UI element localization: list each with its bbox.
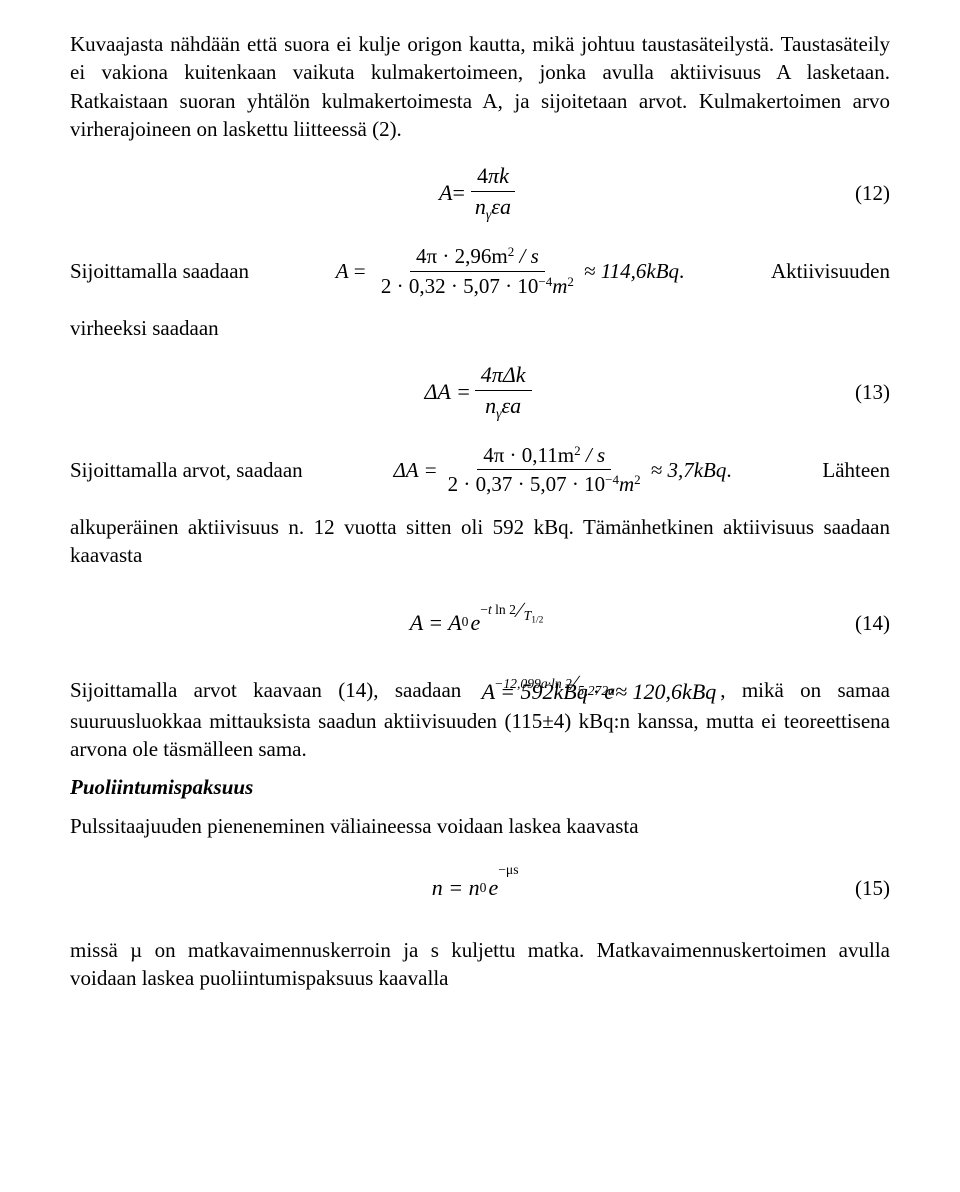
eqL3-exp-bot: 5,272a: [578, 684, 615, 698]
para4a: Sijoittamalla arvot kaavaan (14), saadaa…: [70, 678, 478, 702]
paragraph-intro: Kuvaajasta nähdään että suora ei kulje o…: [70, 30, 890, 143]
eqL3-exp-top: −12,099a·ln 2: [494, 677, 572, 691]
eq14-exp-ln2: ln 2: [492, 602, 516, 617]
lead1-left: Sijoittamalla saadaan: [70, 257, 279, 285]
eq14-lhs: A = A: [410, 608, 462, 638]
section-heading: Puoliintumispaksuus: [70, 773, 890, 801]
eqL1-lhs: A: [336, 257, 349, 285]
lead2-left: Sijoittamalla arvot, saadaan: [70, 456, 333, 484]
eq15-exp: −μs: [498, 861, 518, 879]
eq15-number: (15): [855, 874, 890, 902]
eq12-den-a: a: [500, 194, 511, 219]
equation-14: A = A0 e −t ln 2 ∕ T1/2 (14): [70, 588, 890, 658]
eqL2-num-unit: / s: [581, 443, 606, 467]
eq14-sub0: 0: [462, 613, 469, 631]
eqL1-den-m: m: [552, 274, 567, 298]
eq13-lhs: ΔA =: [424, 377, 470, 407]
eqL2-den-m: m: [619, 472, 634, 496]
eq12-lhs: A: [439, 178, 452, 208]
eqL2-lhs: ΔA =: [393, 456, 437, 484]
paragraph-3: alkuperäinen aktiivisuus n. 12 vuotta si…: [70, 513, 890, 570]
eq12-den-n: n: [475, 194, 486, 219]
eq14-exp-neg: −: [480, 602, 488, 617]
eq14-number: (14): [855, 608, 890, 636]
eq15-sub0: 0: [480, 879, 487, 897]
paragraph-6: missä µ on matkavaimennuskerroin ja s ku…: [70, 936, 890, 993]
lead1-right: Aktiivisuuden: [741, 257, 890, 285]
eq12-num-4: 4: [477, 163, 488, 188]
eq13-den-a: a: [510, 393, 521, 418]
eqL2-num: 4π · 0,11m: [483, 443, 574, 467]
eqL1-num: 4π · 2,96m: [416, 244, 508, 268]
eq12-fraction: 4πk nγεa: [469, 161, 517, 224]
eq15-lhs: n = n: [432, 873, 480, 903]
eqL1-num-unit: / s: [514, 244, 539, 268]
eqL3-rhs: ≈ 120,6kBq: [615, 677, 716, 707]
eq13-den-n: n: [485, 393, 496, 418]
eqL1-rhs: ≈ 114,6kBq: [584, 257, 679, 285]
eq12-num-k: k: [499, 163, 509, 188]
eq15-base: e: [488, 875, 498, 900]
eqL2-den: 2 · 0,37 · 5,07 · 10: [448, 472, 605, 496]
equation-15: n = n0 e −μs (15): [70, 858, 890, 918]
eq13-num: 4πΔk: [481, 362, 526, 387]
eq14-Tsub: 1/2: [531, 614, 543, 625]
paragraph-4: Sijoittamalla arvot kaavaan (14), saadaa…: [70, 676, 890, 764]
lead2-right: Lähteen: [792, 456, 890, 484]
eq13-number: (13): [855, 378, 890, 406]
equation-13: ΔA = 4πΔk nγεa (13): [70, 360, 890, 423]
inline-eq-line-2: Sijoittamalla arvot, saadaan ΔA = 4π · 0…: [70, 441, 890, 499]
paragraph-5: Pulssitaajuuden pieneneminen väliaineess…: [70, 812, 890, 840]
eq12-eq-sign: =: [452, 178, 464, 208]
eqL1-den: 2 · 0,32 · 5,07 · 10: [381, 274, 538, 298]
eq12-number: (12): [855, 179, 890, 207]
virheeksi-line: virheeksi saadaan: [70, 314, 890, 342]
inline-eq-line-1: Sijoittamalla saadaan A = 4π · 2,96m2 / …: [70, 242, 890, 300]
eq14-base: e: [470, 610, 480, 635]
eqL2-rhs: ≈ 3,7kBq: [651, 456, 727, 484]
equation-12: A = 4πk nγεa (12): [70, 161, 890, 224]
